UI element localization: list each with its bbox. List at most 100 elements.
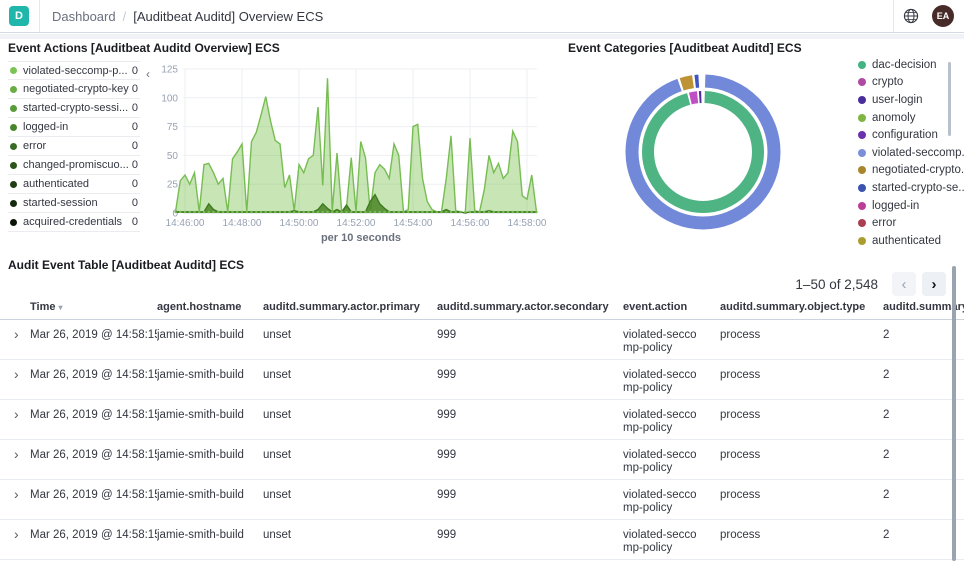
data-point-marker xyxy=(392,210,396,214)
divider xyxy=(39,0,40,32)
legend-color-dot xyxy=(10,180,17,188)
column-header[interactable]: auditd.summary.actor.primary xyxy=(263,296,437,319)
legend-item-label: started-crypto-se... xyxy=(872,181,964,194)
column-header[interactable]: auditd.summary xyxy=(883,296,964,319)
legend-item-label: error xyxy=(23,140,47,152)
column-header[interactable]: auditd.summary.object.type xyxy=(720,296,883,319)
legend-item[interactable]: violated-seccomp... xyxy=(858,144,964,162)
table-scrollbar[interactable] xyxy=(952,266,956,561)
legend-scrollbar[interactable] xyxy=(948,62,951,136)
data-point-marker xyxy=(369,210,372,214)
data-point-marker xyxy=(525,210,529,214)
column-header-label: auditd.summary xyxy=(883,301,964,313)
expand-row-icon[interactable]: › xyxy=(14,366,19,382)
data-point-marker xyxy=(459,210,462,214)
legend-item[interactable]: error 0 xyxy=(8,137,140,156)
legend-item[interactable]: dac-decision xyxy=(858,56,946,74)
x-axis-tick-label: 14:56:00 xyxy=(451,218,490,229)
data-point-marker xyxy=(364,210,367,214)
data-point-marker xyxy=(183,210,187,214)
legend-item[interactable]: authenticated 0 xyxy=(8,175,140,194)
expand-row-icon[interactable]: › xyxy=(14,326,19,342)
data-point-marker xyxy=(297,210,301,214)
legend-item-label: changed-promiscuo... xyxy=(23,159,129,171)
legend-item[interactable]: changed-promiscuo... 0 xyxy=(8,156,140,175)
data-point-marker xyxy=(193,210,196,214)
table-header-spacer xyxy=(0,296,30,319)
data-point-marker xyxy=(402,210,405,214)
table-cell: Mar 26, 2019 @ 14:58:15.245 xyxy=(30,369,157,381)
table-cell: 999 xyxy=(437,529,457,541)
chevron-left-icon[interactable]: ‹ xyxy=(892,272,916,296)
audit-table-panel-title: Audit Event Table [Auditbeat Auditd] ECS xyxy=(8,258,244,272)
data-point-marker xyxy=(250,210,253,214)
legend-item[interactable]: logged-in xyxy=(858,197,946,215)
legend-item[interactable]: started-session 0 xyxy=(8,194,140,213)
globe-icon[interactable] xyxy=(894,0,928,32)
legend-item-value: 0 xyxy=(131,102,138,114)
column-header-label: Time xyxy=(30,301,56,313)
breadcrumb-dashboard-link[interactable]: Dashboard xyxy=(52,8,116,24)
legend-item[interactable]: user-login xyxy=(858,91,946,109)
table-cell: unset xyxy=(263,409,292,421)
data-point-marker xyxy=(521,210,524,214)
data-point-marker xyxy=(416,210,419,214)
legend-item-label: negotiated-crypto... xyxy=(872,164,964,177)
legend-item-value: 0 xyxy=(131,121,138,133)
legend-item[interactable]: error xyxy=(858,214,946,232)
donut-slice-violated-seccomp[interactable] xyxy=(625,74,781,230)
legend-item-label: started-session xyxy=(23,197,98,209)
legend-item[interactable]: anomoly xyxy=(858,109,946,127)
column-header[interactable]: Time ▾ xyxy=(30,296,157,319)
column-header[interactable]: event.action xyxy=(623,296,720,319)
table-cell: Mar 26, 2019 @ 14:58:15.245 xyxy=(30,329,157,341)
data-point-marker xyxy=(283,210,286,214)
legend-item-label: logged-in xyxy=(872,199,920,212)
legend-item-value: 0 xyxy=(131,216,138,228)
data-point-marker xyxy=(312,210,315,214)
data-point-marker xyxy=(468,210,472,214)
legend-color-dot xyxy=(858,219,866,228)
table-cell: 2 xyxy=(883,489,890,501)
data-point-marker xyxy=(264,210,267,214)
legend-color-dot xyxy=(10,218,17,226)
data-point-marker xyxy=(487,210,491,214)
data-point-marker xyxy=(350,210,353,214)
avatar[interactable]: EA xyxy=(932,5,954,27)
legend-item[interactable]: acquired-credentials 0 xyxy=(8,213,140,232)
legend-item[interactable]: started-crypto-sessi... 0 xyxy=(8,99,140,118)
table-cell: Mar 26, 2019 @ 14:58:15.245 xyxy=(30,529,157,541)
column-header[interactable]: auditd.summary.actor.secondary xyxy=(437,296,623,319)
table-row: › Mar 26, 2019 @ 14:58:15.245jamie-smith-… xyxy=(0,520,964,560)
legend-item[interactable]: authenticated xyxy=(858,232,946,250)
table-row: › Mar 26, 2019 @ 14:58:15.245jamie-smith-… xyxy=(0,360,964,400)
legend-item[interactable]: configuration xyxy=(858,126,946,144)
legend-color-dot xyxy=(858,131,866,140)
data-point-marker xyxy=(207,210,210,214)
legend-item[interactable]: started-crypto-se... xyxy=(858,179,964,197)
expand-row-icon[interactable]: › xyxy=(14,526,19,542)
column-header[interactable]: agent.hostname xyxy=(157,296,263,319)
legend-item[interactable]: negotiated-crypto-key 0 xyxy=(8,80,140,99)
legend-item-label: negotiated-crypto-key xyxy=(23,83,129,95)
table-cell: 999 xyxy=(437,369,457,381)
table-cell: unset xyxy=(263,489,292,501)
expand-row-icon[interactable]: › xyxy=(14,486,19,502)
table-cell: 999 xyxy=(437,489,457,501)
app-logo[interactable]: D xyxy=(9,6,29,26)
sort-desc-icon[interactable]: ▾ xyxy=(58,303,63,312)
legend-item[interactable]: violated-seccomp-p... 0 xyxy=(8,61,140,80)
chevron-right-icon[interactable]: › xyxy=(922,272,946,296)
top-navigation-bar: D Dashboard / [Auditbeat Auditd] Overvie… xyxy=(0,0,964,33)
data-point-marker xyxy=(321,210,324,214)
legend-item[interactable]: logged-in 0 xyxy=(8,118,140,137)
table-row: › Mar 26, 2019 @ 14:58:15.245jamie-smith-… xyxy=(0,320,964,360)
legend-item[interactable]: crypto xyxy=(858,74,946,92)
x-axis-tick-label: 14:50:00 xyxy=(280,218,319,229)
legend-item[interactable]: negotiated-crypto... xyxy=(858,162,964,180)
expand-row-icon[interactable]: › xyxy=(14,446,19,462)
expand-row-icon[interactable]: › xyxy=(14,406,19,422)
data-point-marker xyxy=(217,210,220,214)
chevron-left-icon[interactable]: ‹ xyxy=(146,67,150,81)
donut-slice-dac-decision[interactable] xyxy=(642,91,764,213)
